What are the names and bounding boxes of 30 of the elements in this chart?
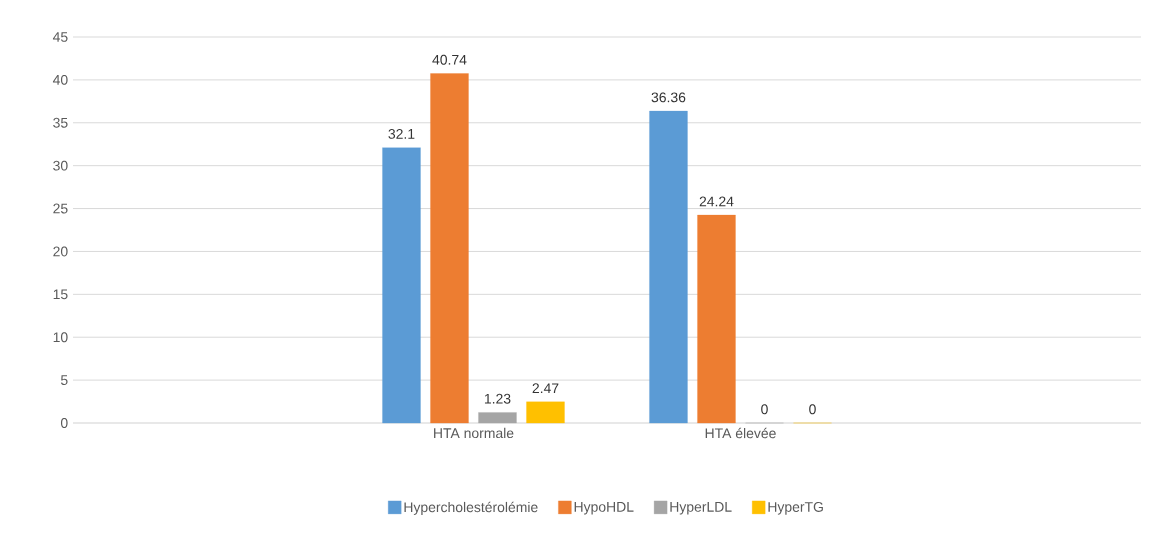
legend-label: Hypercholestérolémie bbox=[404, 501, 538, 515]
bar bbox=[697, 214, 736, 424]
y-tick-label: 25 bbox=[53, 203, 68, 214]
data-label: 0 bbox=[761, 404, 768, 415]
y-tick-label: 15 bbox=[53, 289, 68, 300]
bar bbox=[526, 401, 565, 424]
y-tick-label: 20 bbox=[53, 246, 68, 257]
bar bbox=[478, 412, 517, 424]
data-label: 36.36 bbox=[651, 92, 686, 103]
bar bbox=[649, 110, 688, 424]
legend-label: HyperLDL bbox=[670, 502, 732, 515]
y-tick-label: 45 bbox=[52, 32, 68, 42]
data-label: 0 bbox=[809, 404, 816, 415]
data-label: 1.23 bbox=[484, 393, 511, 404]
y-tick-label: 30 bbox=[53, 160, 68, 171]
data-label: 24.24 bbox=[699, 196, 734, 207]
bar bbox=[430, 73, 469, 424]
data-label: 32.1 bbox=[388, 128, 415, 139]
legend-label: HyperTG bbox=[768, 501, 823, 515]
y-tick-label: 40 bbox=[52, 74, 68, 85]
data-label: 2.47 bbox=[532, 383, 559, 394]
y-tick-label: 5 bbox=[60, 375, 68, 385]
y-tick-label: 35 bbox=[53, 117, 68, 128]
data-label: 40.74 bbox=[432, 54, 467, 65]
y-tick-label: 0 bbox=[60, 418, 68, 428]
legend-label: HypoHDL bbox=[574, 502, 634, 515]
x-tick-label: HTA élevée bbox=[705, 427, 776, 439]
y-tick-label: 10 bbox=[53, 332, 68, 343]
x-tick-label: HTA normale bbox=[434, 427, 514, 439]
bar bbox=[382, 147, 421, 424]
